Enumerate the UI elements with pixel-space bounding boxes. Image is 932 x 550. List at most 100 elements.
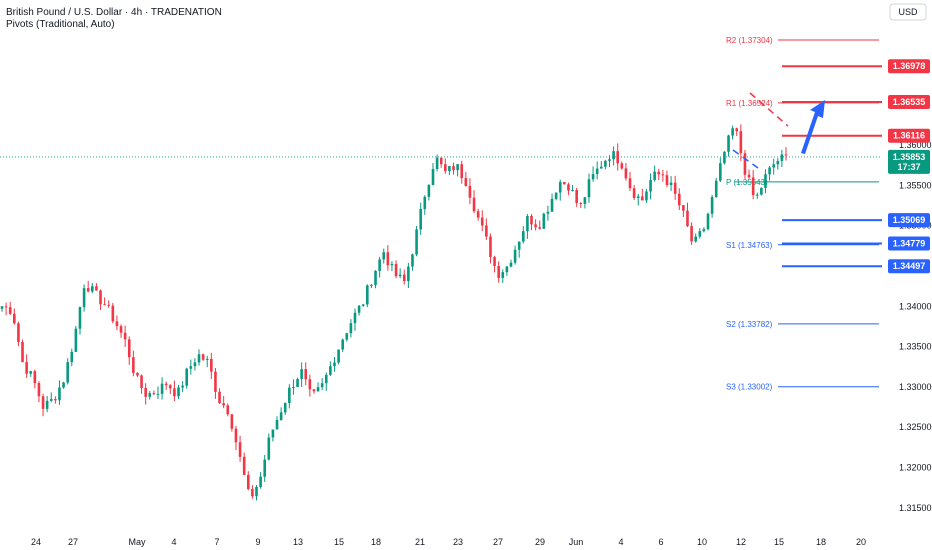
candle-body <box>546 211 550 214</box>
candle <box>686 202 689 228</box>
candle-body <box>747 174 751 178</box>
candle <box>641 188 644 201</box>
candle-body <box>439 157 443 165</box>
candle <box>82 284 86 312</box>
candle-body <box>517 241 521 250</box>
candle-body <box>448 166 451 172</box>
candle-body <box>312 389 316 392</box>
support-trendline <box>732 149 759 169</box>
candle <box>4 302 8 316</box>
candle-body <box>554 192 558 199</box>
candle <box>464 171 468 187</box>
candle-body <box>677 193 681 206</box>
candle-body <box>45 400 49 409</box>
level-price-tag: 1.34779 <box>888 236 930 251</box>
candle-body <box>743 153 747 175</box>
candle-body <box>624 168 628 179</box>
candle <box>624 162 628 181</box>
candle <box>115 315 119 331</box>
candle-body <box>513 249 517 263</box>
candle-body <box>599 166 603 169</box>
candle-body <box>226 405 230 415</box>
candle <box>197 349 201 366</box>
candle-body <box>222 403 225 406</box>
candle-body <box>673 182 677 194</box>
candle <box>95 283 98 291</box>
candle <box>694 233 697 243</box>
time-axis[interactable]: 24 27 May 4 7 9 13 15 18 21 23 27 29 Jun 4 6 10 12 15 18 20 <box>31 537 866 547</box>
candle <box>768 165 771 181</box>
candle-body <box>382 252 386 260</box>
candle-body <box>103 304 106 306</box>
candle <box>538 220 542 230</box>
candle-body <box>99 290 102 305</box>
candle-body <box>366 285 369 305</box>
candle <box>382 248 386 264</box>
candle <box>493 255 496 273</box>
candle-body <box>579 203 583 205</box>
candle <box>612 146 615 166</box>
candle-body <box>185 368 189 386</box>
candle <box>719 157 722 183</box>
candle <box>205 355 209 368</box>
candle <box>698 228 702 239</box>
candle <box>41 393 45 417</box>
candle-body <box>526 215 529 232</box>
candle-body <box>407 266 410 282</box>
candle-body <box>58 387 61 401</box>
time-tick-label: May <box>128 537 146 547</box>
price-tick-label: 1.36000 <box>899 140 932 150</box>
candle <box>324 372 328 391</box>
candle <box>595 161 599 180</box>
candle <box>132 350 135 377</box>
candle <box>460 160 464 184</box>
level-tag-text: 1.34779 <box>893 238 926 248</box>
candle-body <box>489 236 492 258</box>
candle-body <box>304 369 308 380</box>
candle <box>649 173 652 200</box>
candle <box>513 245 517 265</box>
candle <box>267 433 271 461</box>
candle <box>148 390 152 400</box>
candle <box>435 154 439 172</box>
projection-arrow <box>801 100 825 154</box>
candle-body <box>431 169 435 185</box>
candle-body <box>464 178 468 186</box>
candle <box>571 185 574 192</box>
candle <box>181 381 184 393</box>
candle-body <box>119 326 123 333</box>
candle-body <box>456 164 459 171</box>
candle <box>485 218 488 240</box>
candle <box>283 402 287 415</box>
candle-body <box>493 257 496 267</box>
candle-body <box>345 333 349 340</box>
candle <box>567 182 570 196</box>
candle <box>366 284 369 308</box>
time-tick-label: 12 <box>736 537 746 547</box>
candle-body <box>604 160 607 167</box>
level-tag-text: 1.36978 <box>893 61 926 71</box>
candle <box>665 170 669 188</box>
candle-body <box>501 272 505 278</box>
level-tag-box <box>888 128 930 143</box>
time-tick-label: 15 <box>774 537 784 547</box>
level-tag-text: 1.34497 <box>893 261 926 271</box>
candle <box>218 388 221 404</box>
candle <box>37 381 41 403</box>
candle <box>521 226 525 244</box>
candle <box>390 261 394 272</box>
candle <box>497 261 500 283</box>
candle-body <box>140 375 143 388</box>
candle-body <box>66 362 69 383</box>
currency-button[interactable]: USD <box>889 3 927 21</box>
candle-body <box>127 339 131 358</box>
candle <box>173 380 176 402</box>
candle <box>378 256 381 278</box>
level-tag-box <box>888 213 930 228</box>
candle-body <box>760 187 763 195</box>
candle <box>78 306 82 335</box>
candle-body <box>682 205 685 211</box>
candle <box>476 208 480 221</box>
candle-body <box>645 191 648 201</box>
